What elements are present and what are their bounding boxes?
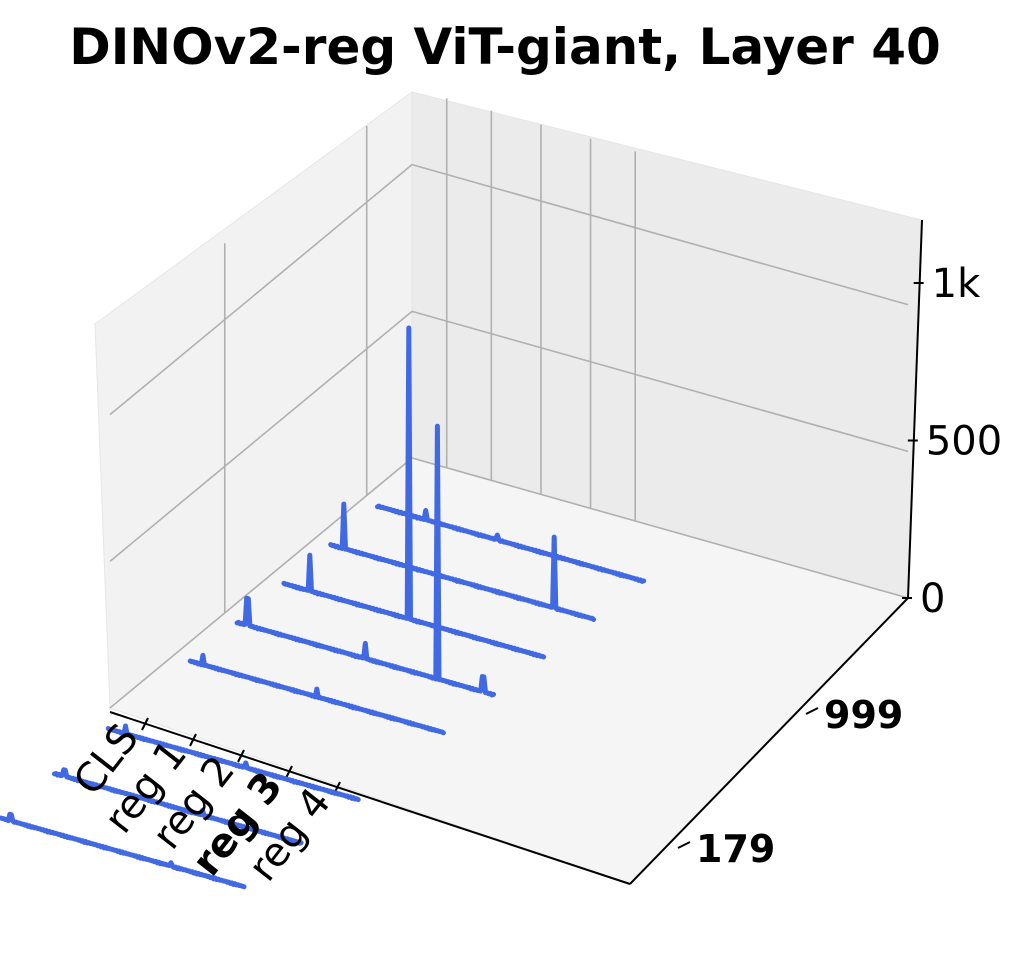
- series-line-1: [375, 503, 647, 584]
- y-tick-label: 179: [696, 827, 775, 871]
- grid-line-z: [109, 163, 909, 416]
- chart-title: DINOv2-reg ViT-giant, Layer 40: [69, 18, 941, 76]
- y-axis-line: [629, 597, 909, 885]
- x-tick-mark: [189, 733, 197, 747]
- series-line-6: [105, 723, 361, 803]
- x-tick-mark: [141, 717, 149, 731]
- series-line-8: [0, 811, 247, 890]
- y-tick-mark: [677, 841, 691, 849]
- series-group: [0, 325, 647, 890]
- grid-line-z: [109, 310, 909, 562]
- x-axis-line: [109, 711, 631, 885]
- y-tick-mark: [805, 707, 819, 715]
- series-line-3: [281, 325, 547, 660]
- series-line-7: [52, 767, 304, 846]
- series-line-5: [187, 652, 446, 736]
- grid-lines: [109, 98, 909, 709]
- x-tick-mark: [285, 765, 293, 779]
- series-line-4: [234, 423, 496, 698]
- axes: [109, 219, 924, 885]
- z-tick-label: 1k: [932, 261, 981, 307]
- x-tick-mark: [237, 749, 245, 763]
- z-tick-label: 500: [926, 419, 1002, 465]
- y-tick-label: 999: [824, 693, 903, 737]
- series-line-2: [328, 501, 597, 622]
- z-tick-label: 0: [920, 576, 945, 622]
